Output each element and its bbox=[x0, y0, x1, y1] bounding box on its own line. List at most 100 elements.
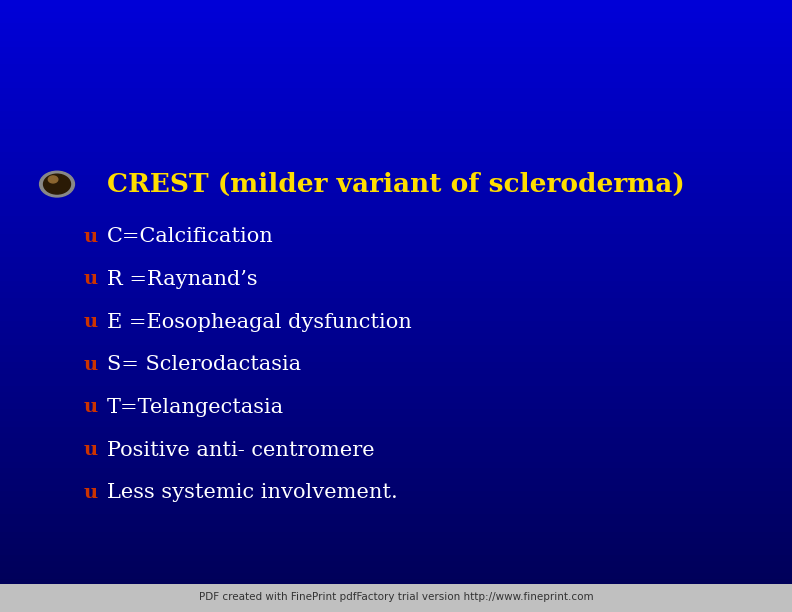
Bar bbox=[0, 262, 792, 269]
Bar bbox=[0, 379, 792, 386]
Bar bbox=[0, 303, 792, 310]
Text: PDF created with FinePrint pdfFactory trial version http://www.fineprint.com: PDF created with FinePrint pdfFactory tr… bbox=[199, 592, 593, 602]
Bar bbox=[0, 104, 792, 111]
Bar bbox=[0, 408, 792, 415]
Bar bbox=[0, 414, 792, 421]
Bar bbox=[0, 45, 792, 53]
Text: C=Calcification: C=Calcification bbox=[107, 227, 274, 246]
Bar bbox=[0, 0, 792, 6]
Bar bbox=[0, 221, 792, 228]
Bar bbox=[0, 466, 792, 474]
Bar bbox=[0, 572, 792, 578]
Text: u: u bbox=[84, 398, 98, 416]
Bar bbox=[0, 151, 792, 158]
Text: u: u bbox=[84, 356, 98, 374]
Text: R =Raynand’s: R =Raynand’s bbox=[107, 270, 257, 289]
Bar bbox=[0, 198, 792, 204]
Bar bbox=[0, 461, 792, 468]
Bar bbox=[0, 250, 792, 257]
Bar bbox=[0, 578, 792, 584]
Bar bbox=[0, 186, 792, 193]
Bar bbox=[0, 472, 792, 479]
Bar bbox=[0, 127, 792, 135]
Bar bbox=[0, 174, 792, 181]
Circle shape bbox=[44, 174, 70, 194]
Bar bbox=[0, 554, 792, 561]
Bar bbox=[0, 145, 792, 152]
Bar bbox=[0, 110, 792, 117]
Bar bbox=[0, 373, 792, 380]
Bar bbox=[0, 233, 792, 240]
Text: Less systemic involvement.: Less systemic involvement. bbox=[107, 483, 398, 502]
Bar bbox=[0, 209, 792, 216]
Bar bbox=[0, 507, 792, 514]
Bar bbox=[0, 34, 792, 41]
Bar bbox=[0, 192, 792, 199]
Bar bbox=[0, 215, 792, 222]
Bar bbox=[0, 28, 792, 35]
Text: T=Telangectasia: T=Telangectasia bbox=[107, 398, 284, 417]
Bar bbox=[0, 437, 792, 444]
Bar bbox=[0, 361, 792, 368]
Bar bbox=[0, 420, 792, 427]
Bar bbox=[0, 227, 792, 234]
Bar bbox=[0, 431, 792, 438]
Bar bbox=[0, 157, 792, 163]
Bar bbox=[0, 443, 792, 450]
Text: S= Sclerodactasia: S= Sclerodactasia bbox=[107, 355, 301, 374]
Bar bbox=[0, 267, 792, 275]
Bar bbox=[0, 133, 792, 140]
Bar bbox=[0, 256, 792, 263]
Bar bbox=[0, 69, 792, 76]
Bar bbox=[0, 367, 792, 374]
Bar bbox=[0, 244, 792, 252]
Bar bbox=[0, 40, 792, 47]
Bar bbox=[0, 81, 792, 88]
Bar bbox=[0, 98, 792, 105]
Bar bbox=[0, 279, 792, 286]
Bar bbox=[0, 455, 792, 461]
Bar bbox=[0, 525, 792, 532]
Bar bbox=[0, 565, 792, 573]
Bar bbox=[0, 86, 792, 94]
Text: E =Eosopheagal dysfunction: E =Eosopheagal dysfunction bbox=[107, 313, 412, 332]
Bar bbox=[0, 490, 792, 497]
Bar bbox=[0, 22, 792, 29]
Text: u: u bbox=[84, 483, 98, 502]
Bar bbox=[0, 332, 792, 339]
Bar bbox=[0, 560, 792, 567]
Text: CREST (milder variant of scleroderma): CREST (milder variant of scleroderma) bbox=[107, 171, 684, 196]
Bar bbox=[0, 17, 792, 23]
Bar bbox=[0, 203, 792, 211]
Bar bbox=[0, 542, 792, 550]
Bar bbox=[0, 285, 792, 292]
Circle shape bbox=[40, 171, 74, 197]
Bar bbox=[0, 344, 792, 351]
Bar bbox=[0, 513, 792, 520]
Bar bbox=[0, 139, 792, 146]
Bar bbox=[0, 425, 792, 433]
Text: u: u bbox=[84, 313, 98, 331]
Text: u: u bbox=[84, 271, 98, 288]
Bar bbox=[0, 396, 792, 403]
Bar bbox=[0, 58, 792, 64]
Bar bbox=[0, 484, 792, 491]
Bar bbox=[0, 75, 792, 82]
Bar bbox=[0, 501, 792, 509]
Bar bbox=[0, 51, 792, 59]
Text: u: u bbox=[84, 228, 98, 245]
Bar bbox=[0, 162, 792, 170]
Bar bbox=[0, 239, 792, 245]
Text: Positive anti- centromere: Positive anti- centromere bbox=[107, 441, 375, 460]
Bar bbox=[0, 537, 792, 543]
Bar bbox=[0, 390, 792, 397]
Bar bbox=[0, 168, 792, 175]
Bar bbox=[0, 5, 792, 12]
Bar bbox=[0, 274, 792, 280]
Bar bbox=[0, 384, 792, 392]
Bar bbox=[0, 349, 792, 357]
Text: u: u bbox=[84, 441, 98, 459]
Bar bbox=[0, 531, 792, 538]
Bar bbox=[0, 122, 792, 129]
Circle shape bbox=[48, 176, 58, 183]
